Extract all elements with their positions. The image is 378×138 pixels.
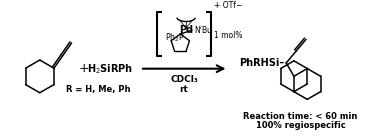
Text: N$^i$Bu: N$^i$Bu: [194, 24, 213, 36]
Text: rt: rt: [180, 85, 189, 94]
Text: +: +: [79, 62, 89, 75]
Text: 100% regiospecific: 100% regiospecific: [256, 121, 345, 130]
Text: + OTf−: + OTf−: [214, 1, 242, 10]
Text: R = H, Me, Ph: R = H, Me, Ph: [66, 85, 131, 94]
Text: H$_2$SiRPh: H$_2$SiRPh: [87, 62, 133, 76]
Text: Reaction time: < 60 min: Reaction time: < 60 min: [243, 112, 358, 121]
Text: Pd: Pd: [179, 25, 193, 35]
Text: Ph$_2$P: Ph$_2$P: [165, 32, 184, 44]
Text: CDCl₃: CDCl₃: [170, 75, 198, 84]
Text: 1 mol%: 1 mol%: [214, 31, 243, 40]
Text: PhRHSi–: PhRHSi–: [239, 58, 284, 68]
